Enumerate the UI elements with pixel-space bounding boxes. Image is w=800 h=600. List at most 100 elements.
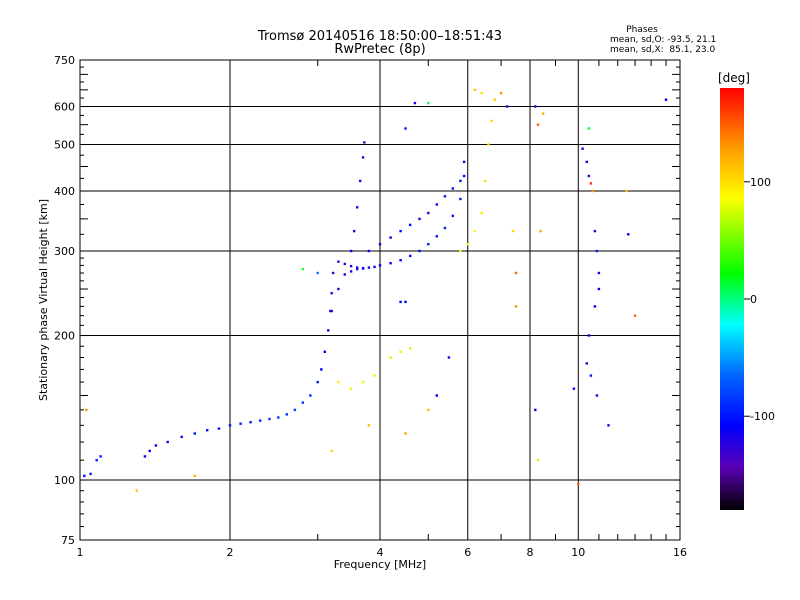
x-axis-label: Frequency [MHz] xyxy=(334,558,426,571)
y-tick-label: 600 xyxy=(54,101,75,114)
data-point xyxy=(89,472,92,476)
chart-subtitle: RwPretec (8p) xyxy=(334,42,425,57)
colorbar xyxy=(720,88,744,510)
data-point xyxy=(572,387,576,390)
data-point xyxy=(404,127,407,130)
data-point xyxy=(367,424,371,427)
data-point xyxy=(331,271,335,275)
y-tick-label: 400 xyxy=(54,185,75,198)
data-point xyxy=(633,314,637,317)
data-point xyxy=(367,249,371,253)
data-point xyxy=(206,429,209,432)
data-point xyxy=(337,260,340,263)
x-tick-label: 8 xyxy=(527,546,534,559)
data-point xyxy=(541,112,545,115)
data-point xyxy=(480,91,483,95)
data-point xyxy=(95,459,98,462)
data-point xyxy=(587,334,590,337)
data-point xyxy=(343,262,346,266)
data-point xyxy=(361,156,365,159)
data-point xyxy=(435,394,438,397)
data-point xyxy=(585,160,588,164)
data-point xyxy=(480,211,483,215)
data-point xyxy=(499,91,503,95)
data-point xyxy=(277,416,280,419)
data-point xyxy=(462,160,466,164)
data-point xyxy=(327,329,330,332)
x-tick-label: 10 xyxy=(571,546,585,559)
data-point xyxy=(373,265,376,269)
data-point xyxy=(329,309,332,313)
data-point xyxy=(378,243,382,246)
data-point xyxy=(418,249,421,253)
data-point xyxy=(373,374,376,377)
data-point xyxy=(323,350,326,353)
data-point xyxy=(427,408,430,412)
data-point xyxy=(625,189,628,193)
data-point xyxy=(316,380,319,384)
data-point xyxy=(607,424,610,427)
data-point xyxy=(356,267,359,271)
y-tick-label: 500 xyxy=(54,139,75,152)
data-point xyxy=(664,98,668,101)
plot-grid xyxy=(80,60,680,540)
data-point xyxy=(330,449,333,453)
data-point xyxy=(399,259,402,262)
data-point xyxy=(511,229,515,233)
data-point xyxy=(595,249,599,253)
data-point xyxy=(361,267,365,270)
phases-annotation-x: mean, sd,X: 85.1, 23.0 xyxy=(610,45,716,55)
data-point xyxy=(514,305,518,308)
data-point xyxy=(451,187,454,190)
data-point xyxy=(239,422,242,425)
data-point xyxy=(597,271,601,275)
data-point xyxy=(135,489,138,492)
data-point xyxy=(389,262,392,265)
data-point xyxy=(378,264,382,267)
data-point xyxy=(337,287,340,291)
data-point xyxy=(459,197,462,201)
data-point xyxy=(451,214,454,218)
data-point xyxy=(443,195,447,198)
x-tick-label: 16 xyxy=(673,546,687,559)
data-point xyxy=(506,105,509,108)
data-point xyxy=(473,229,476,233)
data-point xyxy=(593,229,597,233)
data-point xyxy=(443,226,447,230)
data-point xyxy=(399,229,402,233)
data-point xyxy=(349,270,353,273)
data-point xyxy=(193,474,196,478)
data-point xyxy=(447,356,451,359)
data-point xyxy=(534,105,537,108)
data-point xyxy=(404,432,407,435)
data-point xyxy=(462,174,466,178)
data-point xyxy=(435,235,438,238)
data-point xyxy=(359,179,362,183)
data-point xyxy=(316,271,319,275)
y-axis-label: Stationary phase Virtual Height [km] xyxy=(37,199,50,401)
colorbar-tick-label: 0 xyxy=(750,293,757,306)
data-point xyxy=(490,119,493,123)
data-point xyxy=(268,417,271,421)
data-point xyxy=(349,249,353,253)
data-point xyxy=(534,408,537,412)
data-point xyxy=(166,440,169,444)
data-point xyxy=(285,413,288,416)
data-point xyxy=(593,305,597,308)
y-tick-label: 75 xyxy=(61,534,75,547)
data-point xyxy=(427,101,430,105)
data-point xyxy=(330,309,333,313)
y-tick-label: 300 xyxy=(54,245,75,258)
data-point xyxy=(487,143,490,146)
data-point xyxy=(353,229,356,233)
data-point xyxy=(143,455,147,458)
data-point xyxy=(459,179,462,183)
data-point xyxy=(409,254,412,258)
data-point xyxy=(228,424,232,427)
x-tick-label: 6 xyxy=(464,546,471,559)
data-point xyxy=(356,206,359,209)
data-point xyxy=(309,394,312,397)
data-points xyxy=(83,88,668,492)
data-point xyxy=(536,459,540,462)
